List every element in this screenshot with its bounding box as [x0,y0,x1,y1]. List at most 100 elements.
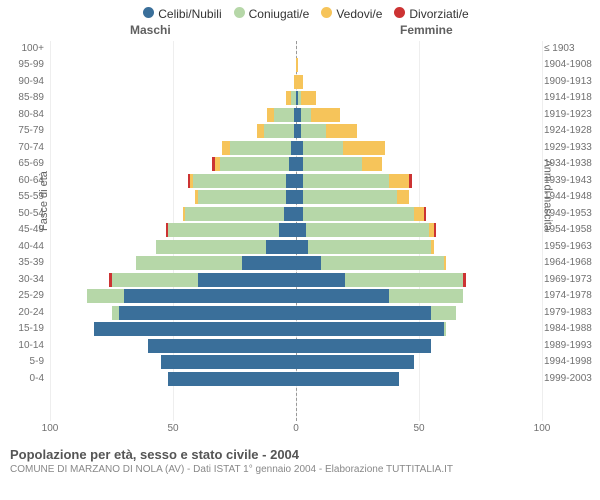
bar-segment-con [193,174,286,188]
age-row: 25-291974-1978 [50,288,542,305]
bar-segment-div [409,174,411,188]
bar-segment-ved [296,58,298,72]
bar-female [296,322,446,336]
bar-segment-cel [296,256,321,270]
bar-segment-ved [311,108,341,122]
bar-male [212,157,296,171]
bar-segment-con [274,108,294,122]
birth-label: 1954-1958 [544,224,598,235]
birth-label: 1979-1983 [544,307,598,318]
bar-segment-con [303,174,389,188]
birth-label: 1959-1963 [544,241,598,252]
birth-label: 1999-2003 [544,373,598,384]
bar-segment-con [185,207,283,221]
birth-label: 1944-1948 [544,191,598,202]
bar-male [286,91,296,105]
bar-segment-cel [296,306,431,320]
bar-male [166,223,296,237]
birth-label: 1929-1933 [544,142,598,153]
age-row: 75-791924-1928 [50,123,542,140]
bar-segment-con [303,141,342,155]
bar-female [296,174,412,188]
x-axis: 10050050100 [50,423,542,441]
column-headers: Maschi Femmine [0,23,600,41]
birth-label: 1964-1968 [544,257,598,268]
bar-segment-div [424,207,426,221]
bar-female [296,207,426,221]
bar-segment-cel [296,372,399,386]
gridline [542,41,543,421]
bar-segment-con [444,322,446,336]
x-tick: 100 [42,423,59,434]
legend-swatch [394,7,405,18]
age-row: 55-591944-1948 [50,189,542,206]
bar-segment-cel [119,306,296,320]
age-row: 90-941909-1913 [50,74,542,91]
age-label: 15-19 [4,323,44,334]
bar-segment-con [308,240,431,254]
bar-segment-cel [242,256,296,270]
bar-segment-ved [414,207,424,221]
bar-female [296,355,414,369]
legend-label: Coniugati/e [249,7,310,21]
bar-segment-ved [301,91,316,105]
bar-segment-ved [389,174,409,188]
chart-subtitle: COMUNE DI MARZANO DI NOLA (AV) - Dati IS… [10,464,590,475]
bar-segment-cel [161,355,296,369]
age-label: 25-29 [4,290,44,301]
bar-segment-con [156,240,267,254]
bar-male [222,141,296,155]
bar-segment-con [431,306,456,320]
bar-male [195,190,296,204]
bar-female [296,58,298,72]
bar-segment-cel [296,141,303,155]
bar-female [296,91,316,105]
bar-segment-ved [431,240,433,254]
x-tick: 0 [293,423,299,434]
age-label: 0-4 [4,373,44,384]
bar-segment-ved [296,75,303,89]
bar-segment-cel [286,190,296,204]
age-label: 60-64 [4,175,44,186]
bar-segment-con [303,190,396,204]
age-row: 40-441959-1963 [50,239,542,256]
age-row: 80-841919-1923 [50,107,542,124]
bar-segment-con [389,289,463,303]
age-label: 100+ [4,43,44,54]
bar-female [296,124,357,138]
bar-segment-con [168,223,279,237]
bar-segment-con [198,190,287,204]
bar-male [168,372,296,386]
age-row: 20-241979-1983 [50,305,542,322]
age-label: 70-74 [4,142,44,153]
bar-male [188,174,296,188]
age-row: 70-741929-1933 [50,140,542,157]
bar-segment-div [463,273,465,287]
bar-male [148,339,296,353]
age-row: 50-541949-1953 [50,206,542,223]
bar-segment-cel [94,322,296,336]
bar-female [296,108,340,122]
bar-segment-cel [284,207,296,221]
bar-female [296,289,463,303]
bar-segment-con [306,223,429,237]
age-label: 50-54 [4,208,44,219]
birth-label: 1919-1923 [544,109,598,120]
birth-label: 1994-1998 [544,356,598,367]
chart-title: Popolazione per età, sesso e stato civil… [10,447,590,462]
bar-segment-con [230,141,292,155]
x-tick: 50 [413,423,424,434]
bar-segment-cel [168,372,296,386]
birth-label: 1909-1913 [544,76,598,87]
x-tick: 100 [534,423,551,434]
legend-swatch [234,7,245,18]
bar-female [296,273,466,287]
bar-male [161,355,296,369]
bar-male [112,306,296,320]
birth-label: 1969-1973 [544,274,598,285]
bar-female [296,190,409,204]
legend-swatch [321,7,332,18]
birth-label: 1934-1938 [544,158,598,169]
pyramid-chart: Fasce di età Anni di nascita 100+≤ 19039… [50,41,542,421]
bar-male [183,207,296,221]
